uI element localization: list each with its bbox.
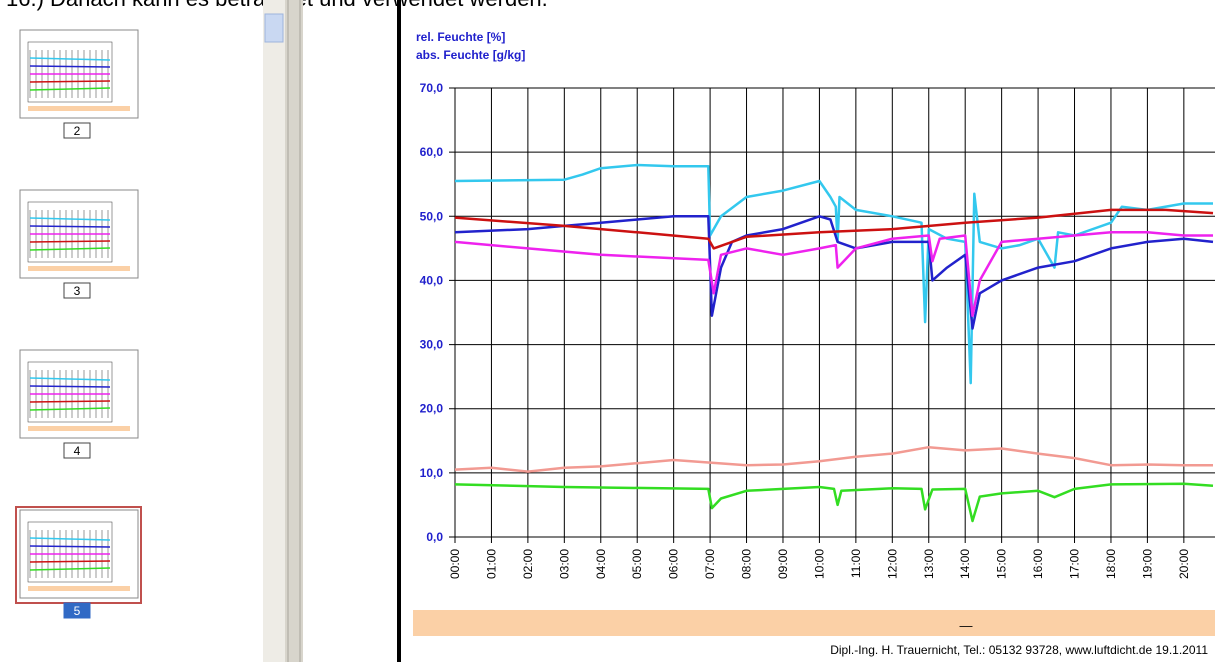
x-tick-label: 17:00 bbox=[1068, 549, 1082, 579]
x-tick-label: 02:00 bbox=[521, 549, 535, 579]
scrollbar[interactable] bbox=[263, 0, 285, 662]
x-tick-label: 07:00 bbox=[703, 549, 717, 579]
y-tick-label: 70,0 bbox=[420, 81, 444, 95]
thumbnail-series bbox=[29, 400, 111, 403]
x-tick-label: 09:00 bbox=[776, 549, 790, 579]
series-line bbox=[454, 163, 1213, 385]
band-label: — bbox=[960, 618, 973, 633]
x-tick-label: 04:00 bbox=[594, 549, 608, 579]
thumbnail[interactable]: 4 bbox=[19, 349, 139, 459]
thumbnail-series bbox=[29, 225, 111, 228]
x-tick-label: 03:00 bbox=[557, 549, 571, 579]
thumbnail-series bbox=[29, 377, 111, 381]
series-line bbox=[454, 445, 1213, 473]
x-tick-label: 16:00 bbox=[1031, 549, 1045, 579]
x-tick-label: 15:00 bbox=[995, 549, 1009, 579]
thumbnail-series bbox=[29, 65, 111, 68]
thumbnail[interactable]: 2 bbox=[19, 29, 139, 139]
thumbnail-band bbox=[28, 106, 130, 111]
page-number-box bbox=[63, 602, 91, 619]
scroll-thumb[interactable] bbox=[264, 13, 284, 43]
x-tick-label: 11:00 bbox=[849, 549, 863, 578]
x-tick-label: 13:00 bbox=[922, 549, 936, 579]
thumbnail-series bbox=[29, 80, 111, 83]
y-tick-label: 30,0 bbox=[420, 338, 444, 352]
thumbnail-plot bbox=[27, 521, 113, 583]
page-number: 2 bbox=[74, 124, 81, 138]
x-tick-label: 14:00 bbox=[958, 549, 972, 579]
page-number-box bbox=[63, 282, 91, 299]
series-group bbox=[454, 163, 1214, 523]
series-line bbox=[454, 208, 1214, 250]
page-number: 3 bbox=[74, 284, 81, 298]
x-tick-label: 19:00 bbox=[1140, 549, 1154, 579]
x-tick-label: 05:00 bbox=[630, 549, 644, 579]
footer-text: Dipl.-Ing. H. Trauernicht, Tel.: 05132 9… bbox=[830, 643, 1208, 657]
page-number: 5 bbox=[74, 604, 81, 618]
axis-title: rel. Feuchte [%] bbox=[416, 30, 505, 44]
y-tick-label: 20,0 bbox=[420, 402, 444, 416]
thumbnail-series bbox=[29, 537, 111, 541]
x-tick-label: 08:00 bbox=[740, 549, 754, 579]
orange-band bbox=[413, 610, 1215, 636]
x-tick-label: 06:00 bbox=[667, 549, 681, 579]
axis-title: abs. Feuchte [g/kg] bbox=[416, 48, 525, 62]
x-tick-label: 18:00 bbox=[1104, 549, 1118, 579]
thumbnail-series bbox=[29, 217, 111, 221]
thumbnail[interactable]: 5 bbox=[15, 506, 142, 619]
thumbnail-plot bbox=[27, 41, 113, 103]
thumbnail-plot bbox=[27, 201, 113, 263]
thumbnail-series bbox=[29, 407, 111, 411]
thumbnail-series bbox=[29, 240, 111, 243]
page-edge bbox=[397, 0, 401, 662]
thumbnail-series bbox=[29, 87, 111, 91]
y-tick-label: 10,0 bbox=[420, 466, 444, 480]
thumbnail-series bbox=[29, 247, 111, 251]
thumbnail[interactable]: 3 bbox=[19, 189, 139, 299]
thumbnail-series bbox=[29, 385, 111, 388]
thumbnail-band bbox=[28, 266, 130, 271]
x-tick-label: 00:00 bbox=[448, 549, 462, 579]
series-line bbox=[454, 215, 1214, 330]
thumbnail-series bbox=[29, 545, 111, 548]
x-tick-label: 10:00 bbox=[812, 549, 826, 579]
thumbnail-band bbox=[28, 426, 130, 431]
x-tick-label: 12:00 bbox=[885, 549, 899, 579]
page-number: 4 bbox=[74, 444, 81, 458]
thumbnail-series bbox=[29, 57, 111, 61]
y-tick-label: 50,0 bbox=[420, 209, 444, 223]
thumbnail-series bbox=[29, 567, 111, 571]
x-tick-label: 01:00 bbox=[484, 549, 498, 579]
thumbnail-band bbox=[28, 586, 130, 591]
page-number-box bbox=[63, 442, 91, 459]
chart: rel. Feuchte [%] abs. Feuchte [g/kg] 0,0 10… bbox=[416, 30, 1215, 579]
series-line bbox=[454, 231, 1213, 317]
page-number-box bbox=[63, 122, 91, 139]
thumbnail-series bbox=[29, 560, 111, 563]
x-tick-label: 20:00 bbox=[1177, 549, 1191, 579]
series-line bbox=[454, 482, 1214, 523]
y-tick-label: 40,0 bbox=[420, 273, 444, 287]
splitter[interactable] bbox=[285, 0, 303, 662]
y-tick-label: 60,0 bbox=[420, 145, 444, 159]
y-tick-label: 0,0 bbox=[426, 530, 443, 544]
thumbnail-plot bbox=[27, 361, 113, 423]
